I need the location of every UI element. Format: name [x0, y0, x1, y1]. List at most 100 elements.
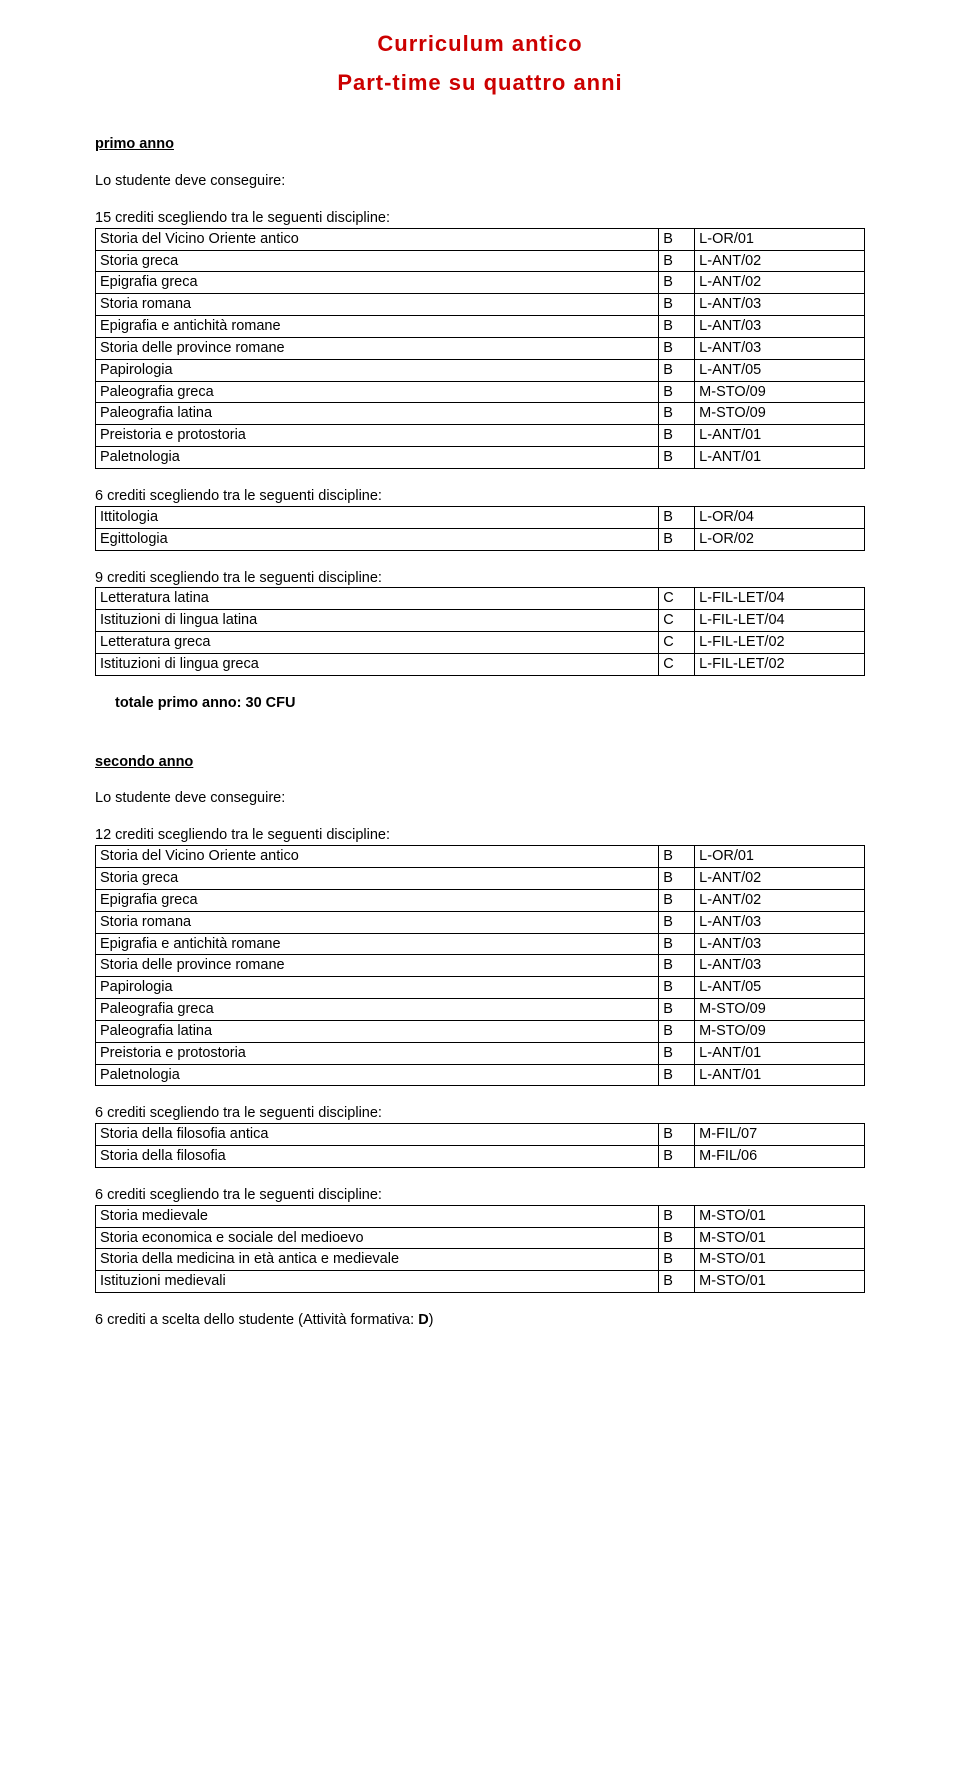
table-row: Preistoria e protostoriaBL-ANT/01	[96, 425, 865, 447]
table-cell: M-STO/09	[695, 381, 865, 403]
year1-group3-lead: 9 crediti scegliendo tra le seguenti dis…	[95, 569, 865, 588]
table-cell: B	[659, 381, 695, 403]
table-cell: B	[659, 337, 695, 359]
table-row: Epigrafia grecaBL-ANT/02	[96, 272, 865, 294]
table-cell: L-ANT/03	[695, 933, 865, 955]
table-cell: Storia delle province romane	[96, 955, 659, 977]
table-row: Storia delle province romaneBL-ANT/03	[96, 955, 865, 977]
table-cell: B	[659, 316, 695, 338]
table-cell: M-STO/09	[695, 403, 865, 425]
main-title: Curriculum antico	[95, 30, 865, 59]
table-cell: L-ANT/01	[695, 447, 865, 469]
table-cell: M-FIL/06	[695, 1146, 865, 1168]
table-cell: Epigrafia greca	[96, 272, 659, 294]
table-cell: M-STO/01	[695, 1249, 865, 1271]
table-cell: L-ANT/02	[695, 889, 865, 911]
year2-intro: Lo studente deve conseguire:	[95, 789, 865, 808]
table-cell: B	[659, 272, 695, 294]
table-cell: Storia del Vicino Oriente antico	[96, 228, 659, 250]
table-cell: Papirologia	[96, 359, 659, 381]
table-cell: B	[659, 955, 695, 977]
table-cell: B	[659, 1205, 695, 1227]
year1-heading: primo anno	[95, 135, 865, 154]
table-cell: B	[659, 867, 695, 889]
table-cell: B	[659, 1249, 695, 1271]
table-row: Storia della filosofia anticaBM-FIL/07	[96, 1124, 865, 1146]
table-row: Storia romanaBL-ANT/03	[96, 911, 865, 933]
table-cell: B	[659, 933, 695, 955]
table-cell: B	[659, 425, 695, 447]
table-cell: L-ANT/02	[695, 867, 865, 889]
table-cell: Letteratura latina	[96, 588, 659, 610]
year2-group3-table: Storia medievaleBM-STO/01Storia economic…	[95, 1205, 865, 1293]
table-cell: Paleografia latina	[96, 1020, 659, 1042]
year1-group1-table: Storia del Vicino Oriente anticoBL-OR/01…	[95, 228, 865, 469]
table-cell: Ittitologia	[96, 506, 659, 528]
table-row: Storia delle province romaneBL-ANT/03	[96, 337, 865, 359]
table-cell: L-ANT/03	[695, 955, 865, 977]
table-row: Storia economica e sociale del medioevoB…	[96, 1227, 865, 1249]
table-row: Paleografia grecaBM-STO/09	[96, 381, 865, 403]
table-cell: M-STO/01	[695, 1205, 865, 1227]
table-cell: Storia romana	[96, 294, 659, 316]
table-row: Storia romanaBL-ANT/03	[96, 294, 865, 316]
table-cell: Paleografia latina	[96, 403, 659, 425]
table-row: IttitologiaBL-OR/04	[96, 506, 865, 528]
table-cell: M-STO/09	[695, 999, 865, 1021]
table-cell: L-FIL-LET/04	[695, 588, 865, 610]
year2-heading: secondo anno	[95, 753, 865, 772]
table-row: Istituzioni di lingua grecaCL-FIL-LET/02	[96, 653, 865, 675]
table-cell: Istituzioni di lingua latina	[96, 610, 659, 632]
table-cell: B	[659, 1271, 695, 1293]
table-cell: L-OR/02	[695, 528, 865, 550]
table-row: Epigrafia e antichità romaneBL-ANT/03	[96, 933, 865, 955]
table-row: EgittologiaBL-OR/02	[96, 528, 865, 550]
table-cell: B	[659, 506, 695, 528]
table-row: Storia della filosofiaBM-FIL/06	[96, 1146, 865, 1168]
table-cell: B	[659, 1146, 695, 1168]
table-cell: L-ANT/03	[695, 316, 865, 338]
table-cell: B	[659, 528, 695, 550]
table-cell: L-ANT/01	[695, 425, 865, 447]
table-cell: Storia del Vicino Oriente antico	[96, 846, 659, 868]
table-row: PapirologiaBL-ANT/05	[96, 359, 865, 381]
table-cell: B	[659, 1124, 695, 1146]
table-row: Epigrafia grecaBL-ANT/02	[96, 889, 865, 911]
table-cell: Storia romana	[96, 911, 659, 933]
table-cell: C	[659, 653, 695, 675]
table-cell: Epigrafia e antichità romane	[96, 316, 659, 338]
table-cell: M-FIL/07	[695, 1124, 865, 1146]
year1-group1-lead: 15 crediti scegliendo tra le seguenti di…	[95, 209, 865, 228]
table-row: Storia grecaBL-ANT/02	[96, 867, 865, 889]
table-cell: L-FIL-LET/02	[695, 653, 865, 675]
table-cell: L-ANT/03	[695, 337, 865, 359]
table-cell: C	[659, 610, 695, 632]
year1-intro: Lo studente deve conseguire:	[95, 172, 865, 191]
table-cell: M-STO/09	[695, 1020, 865, 1042]
table-cell: Storia medievale	[96, 1205, 659, 1227]
table-cell: Preistoria e protostoria	[96, 425, 659, 447]
table-cell: Storia delle province romane	[96, 337, 659, 359]
table-cell: Egittologia	[96, 528, 659, 550]
table-row: Paleografia latinaBM-STO/09	[96, 1020, 865, 1042]
table-cell: Paletnologia	[96, 447, 659, 469]
table-row: PaletnologiaBL-ANT/01	[96, 1064, 865, 1086]
table-cell: L-ANT/02	[695, 272, 865, 294]
table-cell: Paletnologia	[96, 1064, 659, 1086]
table-cell: M-STO/01	[695, 1271, 865, 1293]
table-row: Storia grecaBL-ANT/02	[96, 250, 865, 272]
table-cell: Istituzioni medievali	[96, 1271, 659, 1293]
table-row: Storia medievaleBM-STO/01	[96, 1205, 865, 1227]
table-cell: Storia della filosofia antica	[96, 1124, 659, 1146]
table-cell: B	[659, 911, 695, 933]
table-cell: Storia economica e sociale del medioevo	[96, 1227, 659, 1249]
year2-group2-table: Storia della filosofia anticaBM-FIL/07St…	[95, 1123, 865, 1168]
table-cell: B	[659, 294, 695, 316]
table-cell: B	[659, 999, 695, 1021]
year2-group2-lead: 6 crediti scegliendo tra le seguenti dis…	[95, 1104, 865, 1123]
table-cell: B	[659, 228, 695, 250]
table-row: PapirologiaBL-ANT/05	[96, 977, 865, 999]
table-cell: Preistoria e protostoria	[96, 1042, 659, 1064]
table-cell: Letteratura greca	[96, 632, 659, 654]
table-cell: L-FIL-LET/02	[695, 632, 865, 654]
